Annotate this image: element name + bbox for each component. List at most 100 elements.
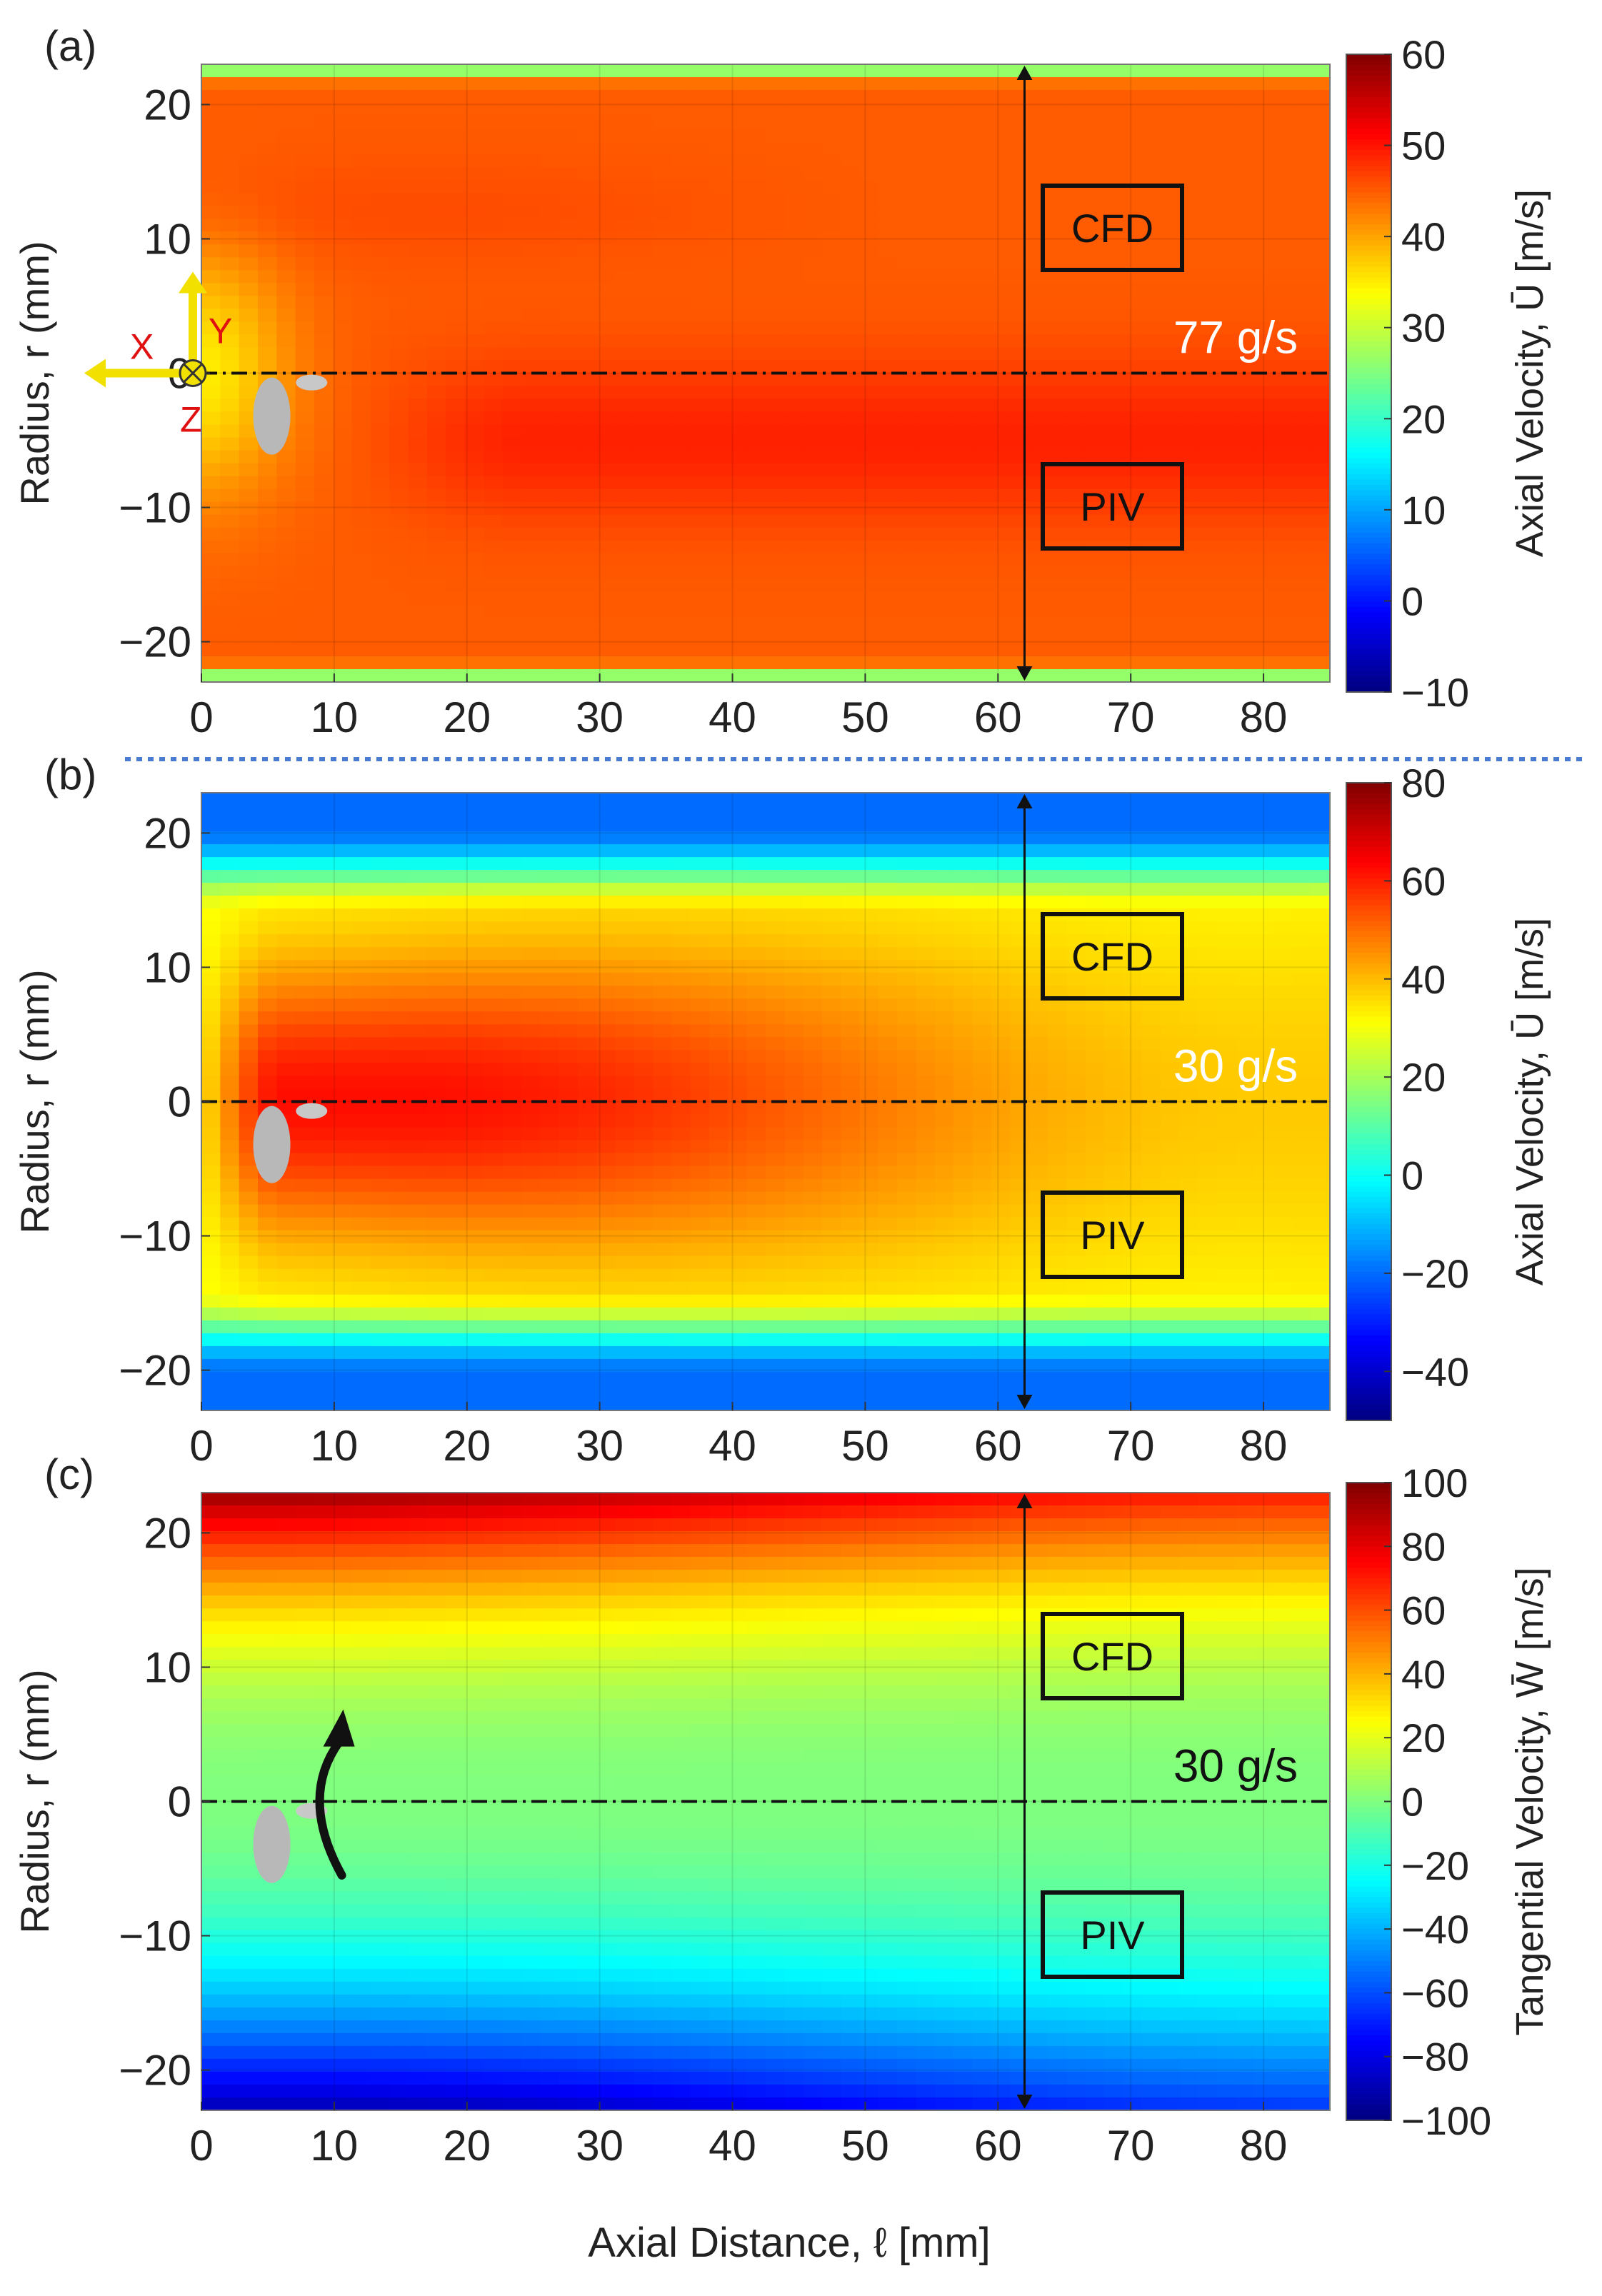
heatmap-cell [766, 1153, 786, 1167]
heatmap-cell [314, 424, 334, 438]
heatmap-cell [201, 1243, 221, 1257]
heatmap-cell [1273, 501, 1293, 516]
heatmap-cell [841, 1320, 861, 1334]
heatmap-cell [1236, 283, 1256, 297]
heatmap-cell [634, 231, 654, 246]
heatmap-cell [351, 103, 371, 116]
heatmap-cell [577, 463, 597, 477]
heatmap-cell [258, 463, 278, 477]
heatmap-cell [728, 1307, 748, 1321]
injector-oval [253, 377, 291, 455]
heatmap-cell [521, 1063, 541, 1077]
heatmap-cell [1141, 578, 1161, 593]
heatmap-cell [634, 617, 654, 631]
heatmap-cell [464, 283, 484, 297]
heatmap-cell [690, 321, 710, 336]
heatmap-cell [201, 960, 221, 974]
heatmap-cell [1254, 296, 1274, 310]
heatmap-cell [446, 1255, 466, 1270]
heatmap-cell [878, 818, 898, 832]
heatmap-cell [878, 167, 898, 181]
heatmap-cell [803, 1320, 823, 1334]
heatmap-cell [916, 141, 936, 155]
x-tick-label: 30 [576, 693, 624, 741]
heatmap-cell [1048, 566, 1068, 580]
heatmap-cell [1010, 553, 1030, 567]
heatmap-cell [1010, 193, 1030, 207]
heatmap-cell [916, 154, 936, 168]
heatmap-cell [521, 1255, 541, 1270]
heatmap-cell [464, 1191, 484, 1205]
heatmap-cell [314, 1255, 334, 1270]
heatmap-cell [690, 514, 710, 528]
heatmap-cell [1010, 578, 1030, 593]
heatmap-cell [371, 77, 391, 91]
heatmap-cell [464, 1011, 484, 1026]
heatmap-cell [878, 1063, 898, 1077]
heatmap-cell [1141, 193, 1161, 207]
heatmap-cell [709, 141, 729, 155]
heatmap-cell [371, 180, 391, 194]
heatmap-cell [371, 656, 391, 670]
heatmap-cell [897, 1217, 917, 1231]
heatmap-cell [201, 1397, 221, 1411]
heatmap-cell [408, 1191, 428, 1205]
heatmap-cell [314, 604, 334, 618]
heatmap-cell [239, 219, 259, 233]
heatmap-cell [690, 870, 710, 883]
heatmap-cell [690, 296, 710, 310]
heatmap-cell [484, 1384, 504, 1398]
heatmap-cell [991, 668, 1011, 683]
heatmap-cell [220, 488, 240, 503]
heatmap-cell [1254, 167, 1274, 181]
heatmap-cell [1217, 450, 1237, 464]
colorbar-segment [1346, 490, 1391, 496]
heatmap-cell [615, 283, 635, 297]
heatmap-cell [408, 1345, 428, 1360]
heatmap-cell [671, 1063, 691, 1077]
heatmap-cell [1085, 347, 1105, 361]
heatmap-cell [1123, 296, 1143, 310]
heatmap-cell [1066, 347, 1086, 361]
heatmap-cell [220, 129, 240, 142]
heatmap-cell [784, 244, 804, 259]
heatmap-cell [1085, 116, 1105, 129]
heatmap-cell [521, 154, 541, 168]
heatmap-cell [1179, 540, 1199, 554]
heatmap-cell [1254, 514, 1274, 528]
heatmap-cell [1311, 604, 1331, 618]
heatmap-cell [464, 321, 484, 336]
heatmap-cell [935, 398, 955, 413]
heatmap-cell [841, 296, 861, 310]
heatmap-cell [897, 1333, 917, 1347]
heatmap-cell [822, 1371, 842, 1385]
heatmap-cell [1311, 566, 1331, 580]
heatmap-cell [239, 488, 259, 503]
heatmap-cell [1123, 167, 1143, 181]
heatmap-cell [859, 244, 879, 259]
heatmap-cell [333, 1255, 353, 1270]
heatmap-cell [220, 334, 240, 349]
heatmap-cell [972, 424, 992, 438]
heatmap-cell [1161, 321, 1181, 336]
heatmap-cell [371, 334, 391, 349]
heatmap-cell [671, 1281, 691, 1295]
heatmap-cell [1161, 90, 1181, 104]
heatmap-cell [615, 1243, 635, 1257]
colorbar-segment [1346, 676, 1391, 682]
heatmap-cell [746, 116, 766, 129]
heatmap-cell [1292, 64, 1312, 78]
heatmap-cell [371, 1140, 391, 1154]
heatmap-cell [709, 591, 729, 606]
heatmap-cell [615, 1320, 635, 1334]
heatmap-cell [615, 1333, 635, 1347]
heatmap-cell [1273, 604, 1293, 618]
heatmap-cell [258, 973, 278, 987]
heatmap-cell [389, 668, 409, 683]
heatmap-cell [577, 1320, 597, 1334]
heatmap-cell [408, 1281, 428, 1295]
heatmap-cell [220, 1076, 240, 1090]
heatmap-cell [671, 643, 691, 657]
heatmap-cell [389, 1024, 409, 1038]
heatmap-cell [859, 973, 879, 987]
